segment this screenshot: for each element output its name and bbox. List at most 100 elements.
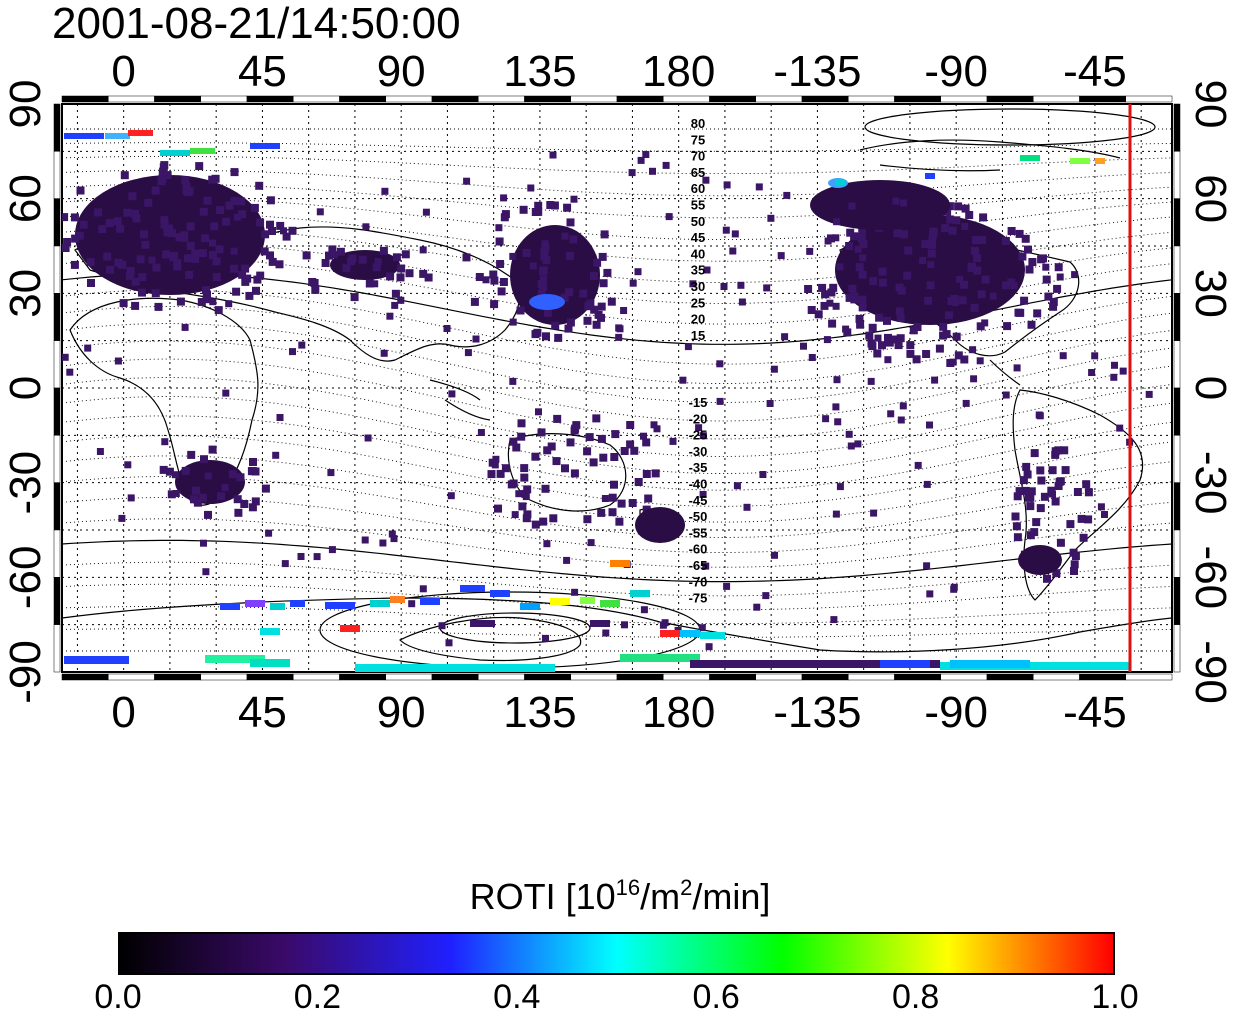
- roti-cell: [470, 297, 479, 306]
- roti-cell: [168, 229, 176, 238]
- roti-cell: [850, 295, 859, 304]
- roti-cell: [973, 254, 982, 262]
- roti-cell: [420, 598, 440, 605]
- lon-tick-label-bottom: 180: [642, 688, 715, 737]
- roti-cell: [551, 321, 560, 330]
- roti-cell: [1002, 391, 1010, 399]
- roti-cell: [1056, 477, 1065, 486]
- roti-cell: [1026, 493, 1035, 502]
- lat-tick-label-right: -30: [1186, 451, 1235, 515]
- roti-cell: [695, 424, 703, 432]
- roti-cell: [106, 265, 114, 274]
- lon-tick-bar-top: [154, 95, 201, 103]
- roti-cell: [144, 198, 153, 207]
- roti-cell: [1049, 302, 1058, 311]
- roti-cell: [531, 520, 540, 529]
- lon-tick-label-top: 180: [642, 47, 715, 96]
- roti-cell: [602, 629, 610, 637]
- roti-cell: [138, 288, 146, 297]
- roti-cell: [230, 168, 239, 177]
- roti-cell: [842, 325, 850, 333]
- lon-tick-bar-top: [709, 95, 756, 103]
- lat-tick-bar-right: [1173, 529, 1181, 578]
- lon-tick-bar-bottom: [339, 673, 386, 681]
- lon-tick-label-bottom: 135: [503, 688, 576, 737]
- roti-cell: [1073, 488, 1082, 496]
- roti-cell: [114, 357, 122, 365]
- roti-cell: [642, 505, 651, 514]
- lat-tick-bar-right: [1173, 151, 1181, 199]
- roti-cell: [629, 279, 637, 287]
- roti-cell: [883, 316, 891, 325]
- roti-cell: [1007, 227, 1016, 235]
- roti-cell: [615, 517, 624, 526]
- colorbar-tick-label: 1.0: [1091, 978, 1139, 1016]
- roti-cell: [702, 562, 710, 570]
- roti-cell: [328, 245, 337, 254]
- roti-cell: [563, 203, 572, 212]
- lat-tick-bar-right: [1173, 293, 1181, 341]
- roti-band: [880, 660, 930, 668]
- roti-cell: [151, 289, 160, 298]
- lon-tick-label-top: -90: [924, 47, 988, 96]
- roti-cell: [814, 310, 823, 319]
- roti-cell: [1052, 569, 1061, 578]
- roti-cell: [549, 151, 557, 159]
- roti-cell: [182, 182, 191, 191]
- roti-cell: [419, 585, 427, 593]
- lon-tick-label-bottom: 90: [377, 688, 426, 737]
- roti-cell: [702, 176, 710, 184]
- roti-cell: [181, 323, 189, 331]
- lon-tick-label-top: -135: [773, 47, 861, 96]
- roti-cell: [475, 273, 484, 281]
- roti-cell: [438, 622, 446, 630]
- roti-cell: [1051, 497, 1060, 506]
- roti-cell: [611, 430, 620, 439]
- roti-cell: [660, 630, 680, 637]
- roti-cell: [755, 183, 763, 191]
- roti-cell: [925, 173, 935, 179]
- roti-cell: [198, 249, 207, 258]
- roti-cell: [1053, 284, 1062, 293]
- contour-label-north: 80: [691, 116, 705, 131]
- roti-cell: [924, 296, 933, 305]
- roti-cell: [961, 204, 970, 213]
- roti-cluster: [810, 180, 950, 230]
- roti-cell: [86, 258, 95, 267]
- roti-cell: [1054, 482, 1063, 490]
- roti-cell: [970, 303, 979, 312]
- roti-cell: [261, 230, 270, 239]
- roti-cell: [236, 473, 245, 482]
- roti-cell: [1042, 263, 1050, 271]
- roti-cell: [939, 322, 948, 331]
- roti-cell: [490, 590, 510, 597]
- roti-cell: [127, 494, 135, 502]
- roti-cell: [520, 473, 529, 482]
- roti-cell: [405, 269, 414, 278]
- roti-cell: [348, 254, 357, 263]
- roti-cell: [832, 403, 840, 411]
- roti-cell: [1020, 155, 1040, 161]
- roti-cluster: [635, 507, 685, 543]
- roti-cell: [62, 353, 69, 361]
- roti-cell: [396, 273, 405, 282]
- roti-cell: [276, 414, 284, 421]
- lat-tick-label-right: -90: [1186, 640, 1235, 704]
- roti-cell: [138, 273, 147, 282]
- lon-tick-bar-top: [61, 95, 109, 103]
- roti-cell: [276, 221, 285, 230]
- roti-cell: [845, 430, 853, 438]
- lat-tick-bar-left: [53, 293, 61, 341]
- roti-cell: [543, 540, 551, 548]
- lon-tick-label-top: 135: [503, 47, 576, 96]
- roti-cell: [266, 196, 275, 205]
- roti-cell: [390, 596, 405, 603]
- roti-cell: [1049, 298, 1058, 306]
- roti-cell: [642, 151, 650, 158]
- roti-cell: [282, 232, 291, 241]
- roti-cell: [325, 602, 355, 609]
- roti-cell: [870, 509, 878, 517]
- lon-tick-label-bottom: -90: [924, 688, 988, 737]
- roti-cell: [160, 220, 169, 229]
